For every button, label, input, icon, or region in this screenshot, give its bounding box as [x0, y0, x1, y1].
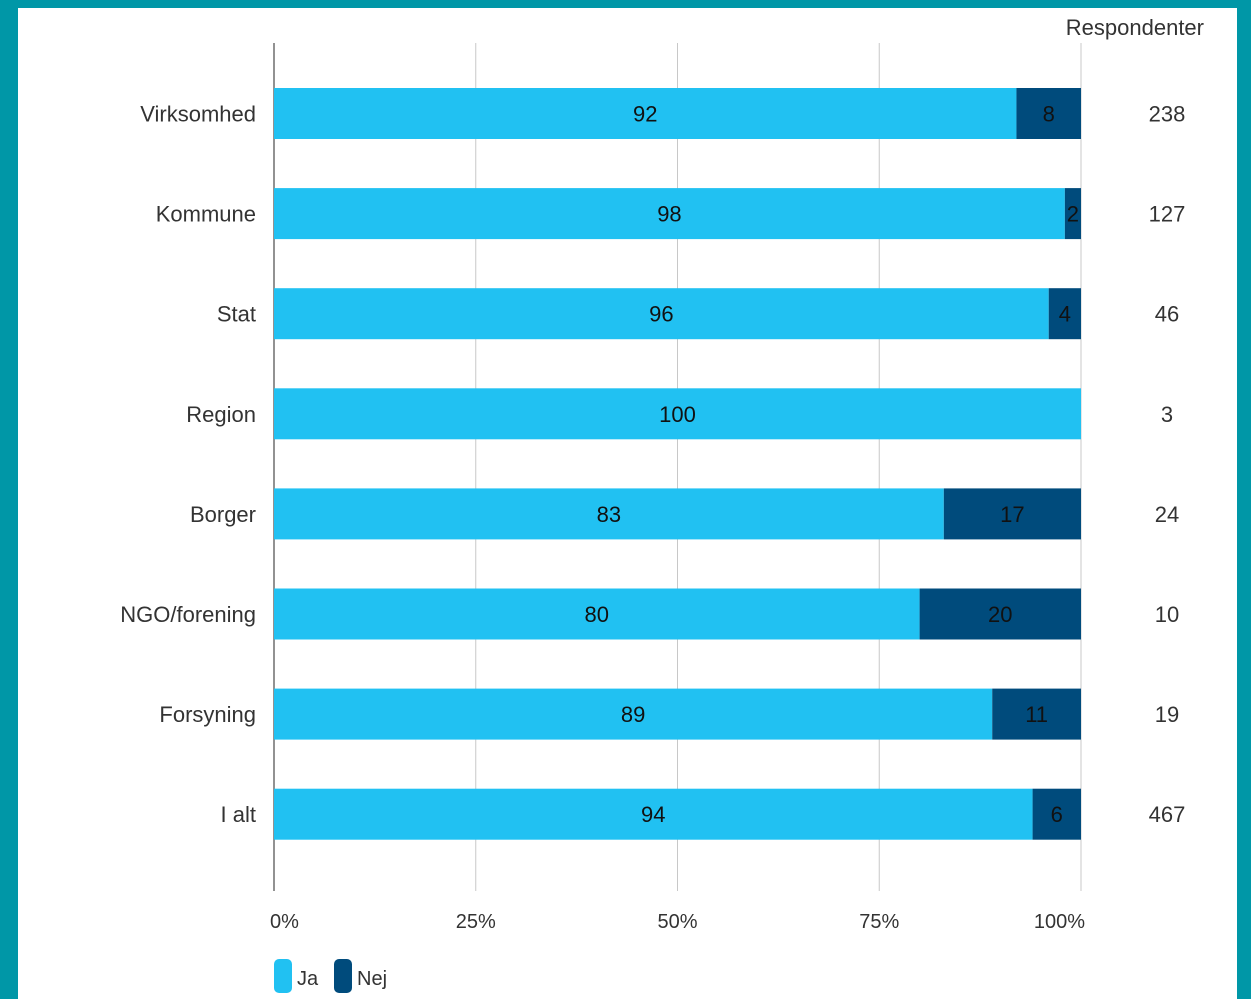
- bar-value-label: 98: [657, 202, 681, 227]
- category-label: Stat: [217, 302, 256, 327]
- x-tick-label: 100%: [1034, 911, 1085, 933]
- respondents-value: 127: [1149, 202, 1186, 227]
- bar-segment-ja: [274, 588, 920, 640]
- bar-value-label: 17: [1000, 502, 1024, 527]
- bar-segment-nej: [1048, 288, 1081, 340]
- bar-segment-nej: [1016, 88, 1081, 139]
- bar-value-label: 89: [621, 702, 645, 727]
- respondents-column: Respondenter 238 127 46 3 24 10 19 467: [1066, 15, 1204, 827]
- bar-segment-ja: [274, 688, 993, 740]
- x-tick-label: 50%: [657, 911, 697, 933]
- category-label: I alt: [221, 802, 256, 827]
- category-labels: Virksomhed Kommune Stat Region Borger NGO/for…: [120, 102, 256, 828]
- bar-segment-ja: [274, 388, 1081, 440]
- bar-segment-nej: [1064, 188, 1081, 240]
- bar-segment-nej: [1032, 788, 1081, 840]
- respondents-value: 24: [1155, 502, 1179, 527]
- bar-segment-nej: [919, 588, 1081, 640]
- bar-value-label: 6: [1051, 802, 1063, 827]
- category-label: Kommune: [156, 202, 256, 227]
- category-label: Region: [186, 402, 256, 427]
- bar-value-label: 92: [633, 102, 657, 127]
- legend-label: Nej: [357, 968, 387, 990]
- x-tick-label: 75%: [859, 911, 899, 933]
- respondents-value: 238: [1149, 102, 1186, 127]
- stacked-bar-chart: 92 8 98 2 96 4 100 83 17 80 20 89 11 94 6 Virksomhed Ko…: [120, 15, 1204, 993]
- category-label: NGO/forening: [120, 602, 256, 627]
- bar-segment-ja: [274, 288, 1049, 340]
- bar-value-label: 96: [649, 302, 673, 327]
- x-tick-label: 0%: [270, 911, 299, 933]
- bar-segment-nej: [992, 688, 1081, 740]
- bar-value-label: 8: [1043, 102, 1055, 127]
- legend-swatch: [274, 959, 292, 993]
- category-label: Borger: [190, 502, 256, 527]
- x-tick-labels: 0% 25% 50% 75% 100%: [270, 911, 1085, 933]
- legend-swatch: [334, 959, 352, 993]
- bar-segment-nej: [943, 488, 1081, 540]
- bar-value-label: 80: [585, 602, 609, 627]
- bar-value-label: 20: [988, 602, 1012, 627]
- bar-value-label: 100: [659, 402, 696, 427]
- bar-value-label: 94: [641, 802, 665, 827]
- bar-group: 92 8 98 2 96 4 100 83 17 80 20 89 11 94 6: [274, 88, 1081, 840]
- respondents-value: 467: [1149, 802, 1186, 827]
- category-label: Forsyning: [159, 702, 256, 727]
- bar-segment-ja: [274, 488, 944, 540]
- bar-value-label: 11: [1025, 702, 1048, 727]
- bar-segment-ja: [274, 88, 1017, 139]
- chart-frame: 92 8 98 2 96 4 100 83 17 80 20 89 11 94 6 Virksomhed Ko…: [18, 8, 1237, 999]
- respondents-value: 19: [1155, 702, 1179, 727]
- bar-value-label: 2: [1067, 202, 1079, 227]
- legend-label: Ja: [297, 968, 319, 990]
- gridlines: [273, 43, 1082, 891]
- category-label: Virksomhed: [140, 102, 256, 127]
- bar-segment-ja: [274, 188, 1065, 240]
- bar-value-label: 4: [1059, 302, 1071, 327]
- respondents-value: 10: [1155, 602, 1179, 627]
- respondents-value: 46: [1155, 302, 1179, 327]
- respondents-header: Respondenter: [1066, 15, 1204, 40]
- legend: Ja Nej: [274, 959, 387, 993]
- bar-value-label: 83: [597, 502, 621, 527]
- x-tick-label: 25%: [456, 911, 496, 933]
- bar-segment-ja: [274, 788, 1033, 840]
- respondents-value: 3: [1161, 402, 1173, 427]
